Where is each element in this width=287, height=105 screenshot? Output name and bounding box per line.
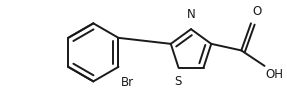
Text: O: O [252, 5, 261, 18]
Text: S: S [174, 75, 181, 88]
Text: N: N [187, 8, 195, 21]
Text: OH: OH [265, 68, 284, 81]
Text: Br: Br [121, 76, 133, 89]
